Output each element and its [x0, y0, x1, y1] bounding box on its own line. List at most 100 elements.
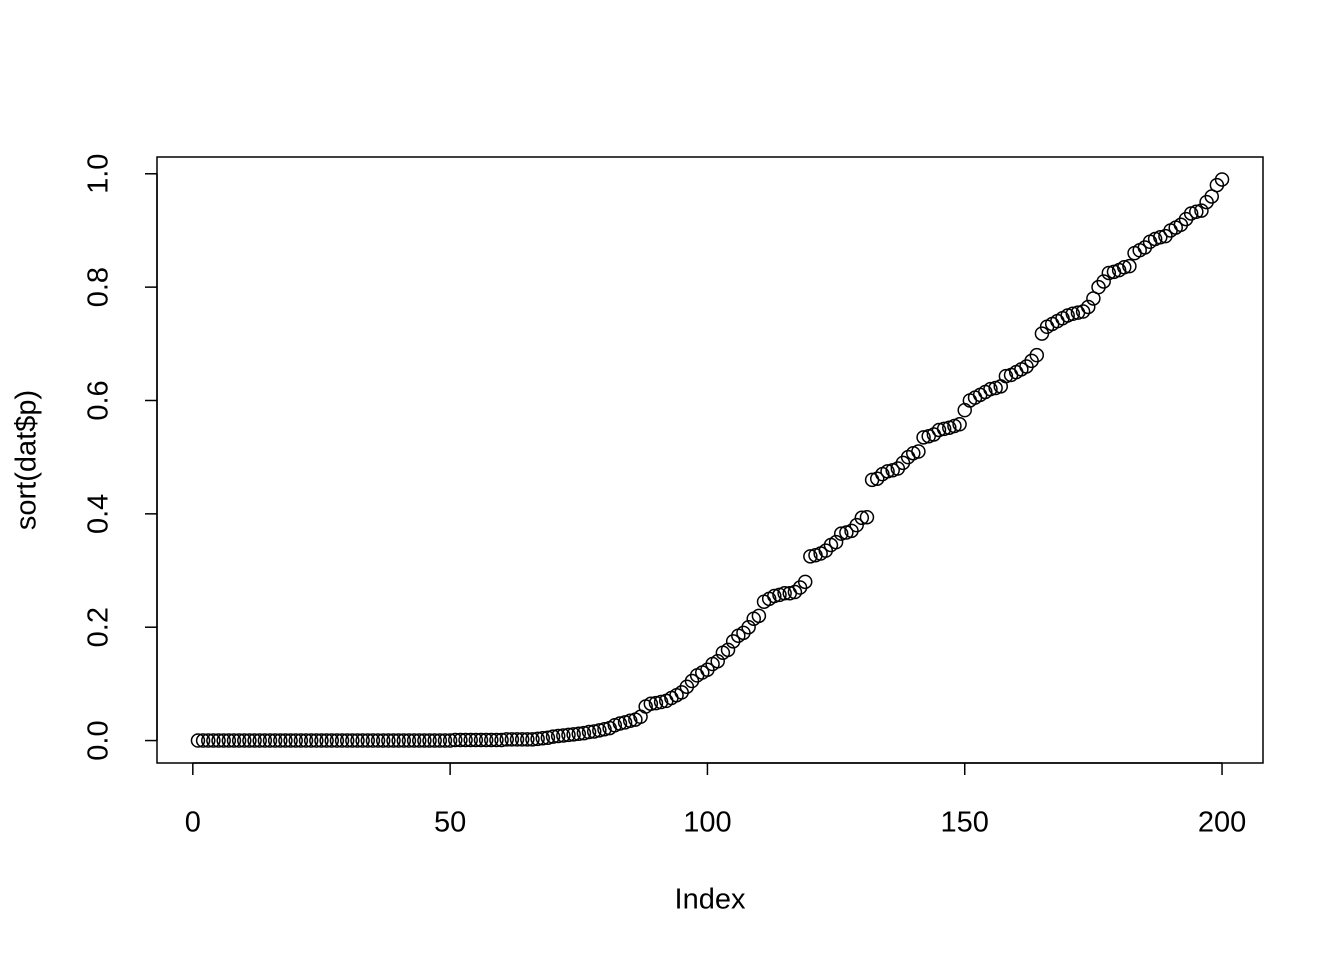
point: [1075, 304, 1091, 319]
point: [561, 727, 576, 743]
point: [309, 733, 324, 748]
point: [1065, 306, 1081, 322]
point: [1189, 204, 1204, 220]
point: [1214, 172, 1230, 187]
point: [586, 724, 602, 739]
point: [375, 733, 391, 748]
point: [324, 733, 340, 748]
point: [437, 733, 453, 748]
point: [653, 694, 669, 710]
point: [571, 726, 587, 742]
point: [499, 732, 514, 747]
point: [1117, 260, 1132, 275]
point: [916, 430, 931, 445]
x-tick-label: 50: [434, 807, 466, 839]
point: [231, 733, 247, 748]
point: [514, 732, 530, 747]
point: [422, 733, 437, 748]
point: [190, 733, 206, 748]
point: [597, 721, 612, 737]
y-tick-label: 0.6: [83, 380, 115, 420]
point: [293, 733, 309, 748]
point: [931, 422, 947, 438]
point: [550, 728, 566, 744]
point: [592, 723, 607, 738]
point: [458, 732, 473, 748]
point: [1091, 279, 1106, 295]
point: [350, 733, 365, 748]
point: [566, 727, 581, 742]
point: [1029, 347, 1045, 363]
x-tick-label: 200: [1198, 807, 1246, 839]
point: [936, 421, 952, 437]
point: [463, 732, 478, 748]
point: [828, 534, 844, 550]
point: [797, 574, 813, 590]
plot-box: [156, 156, 1264, 764]
point: [242, 733, 257, 748]
point: [355, 733, 370, 748]
point: [911, 444, 926, 459]
point: [298, 733, 314, 748]
point: [859, 509, 875, 525]
point: [303, 733, 319, 748]
point: [381, 733, 396, 748]
point: [484, 732, 499, 748]
y-tick-label: 0.4: [83, 494, 115, 534]
point: [556, 728, 571, 743]
point: [237, 733, 252, 748]
point: [622, 713, 638, 728]
point: [1096, 274, 1111, 289]
point: [206, 733, 221, 748]
point: [1101, 265, 1117, 281]
point: [710, 653, 725, 669]
point: [540, 730, 556, 745]
point: [319, 733, 334, 748]
point: [329, 733, 345, 748]
point: [453, 732, 468, 748]
point: [494, 732, 509, 748]
y-tick-label: 0.2: [83, 607, 115, 647]
point: [983, 381, 998, 397]
point: [1209, 177, 1225, 193]
point: [267, 733, 283, 748]
point: [339, 733, 355, 748]
y-axis-label: sort(dat$p): [11, 390, 43, 530]
x-tick-label: 100: [683, 807, 731, 839]
point: [262, 733, 278, 748]
point: [1122, 258, 1137, 274]
point: [221, 733, 237, 748]
point: [576, 725, 592, 741]
point: [880, 464, 895, 479]
point: [998, 368, 1014, 384]
x-tick-label: 150: [941, 807, 989, 839]
point: [427, 733, 442, 748]
x-tick-label: 0: [185, 807, 201, 839]
point: [257, 733, 273, 748]
point: [314, 733, 329, 748]
point: [334, 733, 350, 748]
point: [741, 619, 756, 635]
point: [283, 733, 298, 748]
point: [509, 732, 525, 747]
x-axis-label: Index: [675, 884, 746, 916]
point: [288, 733, 303, 748]
point: [1024, 353, 1039, 369]
point: [411, 733, 427, 748]
point: [396, 733, 412, 748]
point: [345, 733, 360, 748]
point: [849, 517, 864, 533]
point: [417, 733, 432, 748]
point: [612, 716, 628, 731]
point: [386, 733, 401, 748]
point: [581, 724, 597, 740]
point: [360, 733, 376, 748]
point: [195, 733, 211, 748]
point: [252, 733, 267, 748]
point: [448, 732, 463, 748]
point: [545, 729, 561, 744]
point: [211, 733, 226, 748]
point: [1153, 230, 1168, 245]
point: [247, 733, 262, 748]
